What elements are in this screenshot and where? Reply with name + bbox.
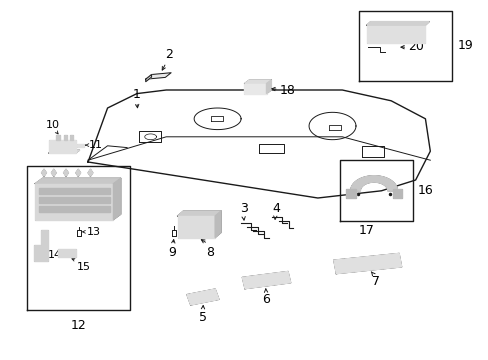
Polygon shape	[113, 178, 121, 220]
Polygon shape	[350, 176, 397, 191]
Polygon shape	[215, 211, 221, 238]
Polygon shape	[34, 230, 48, 261]
Text: 12: 12	[70, 319, 86, 332]
Polygon shape	[145, 75, 151, 82]
Text: 9: 9	[168, 246, 176, 259]
Polygon shape	[35, 178, 121, 184]
Text: 5: 5	[199, 311, 206, 324]
Polygon shape	[244, 80, 271, 84]
Polygon shape	[366, 25, 425, 43]
Polygon shape	[49, 150, 80, 153]
Text: 3: 3	[239, 202, 247, 215]
Text: 8: 8	[206, 246, 214, 258]
Polygon shape	[76, 169, 81, 176]
Text: 17: 17	[358, 224, 374, 237]
Text: 2: 2	[164, 48, 172, 61]
Text: 18: 18	[279, 84, 295, 97]
Text: 10: 10	[46, 120, 60, 130]
Polygon shape	[35, 184, 113, 220]
Polygon shape	[70, 135, 73, 140]
Polygon shape	[63, 169, 68, 176]
Text: 4: 4	[272, 202, 280, 215]
Text: 6: 6	[262, 293, 270, 306]
Polygon shape	[333, 253, 401, 274]
Polygon shape	[58, 249, 76, 257]
Polygon shape	[177, 216, 215, 238]
Text: 20: 20	[407, 40, 423, 53]
Text: 15: 15	[77, 262, 91, 272]
Polygon shape	[56, 135, 60, 140]
Text: 13: 13	[87, 227, 101, 237]
Text: 19: 19	[456, 39, 472, 53]
Polygon shape	[177, 211, 221, 216]
Polygon shape	[39, 206, 109, 212]
Polygon shape	[51, 169, 56, 176]
Polygon shape	[77, 144, 84, 147]
Polygon shape	[345, 189, 355, 198]
Polygon shape	[88, 169, 93, 176]
Text: 14: 14	[48, 250, 62, 260]
Polygon shape	[145, 73, 171, 79]
Polygon shape	[242, 271, 290, 289]
Polygon shape	[49, 140, 76, 153]
Polygon shape	[39, 197, 109, 203]
Polygon shape	[39, 188, 109, 194]
Polygon shape	[186, 289, 219, 305]
Text: 1: 1	[133, 88, 141, 101]
Polygon shape	[392, 189, 402, 198]
Text: 16: 16	[417, 184, 433, 197]
Polygon shape	[63, 135, 67, 140]
Polygon shape	[41, 169, 46, 176]
Polygon shape	[366, 22, 428, 25]
Polygon shape	[244, 84, 266, 94]
Text: 11: 11	[89, 140, 103, 150]
Text: 7: 7	[371, 275, 379, 288]
Polygon shape	[266, 80, 271, 94]
